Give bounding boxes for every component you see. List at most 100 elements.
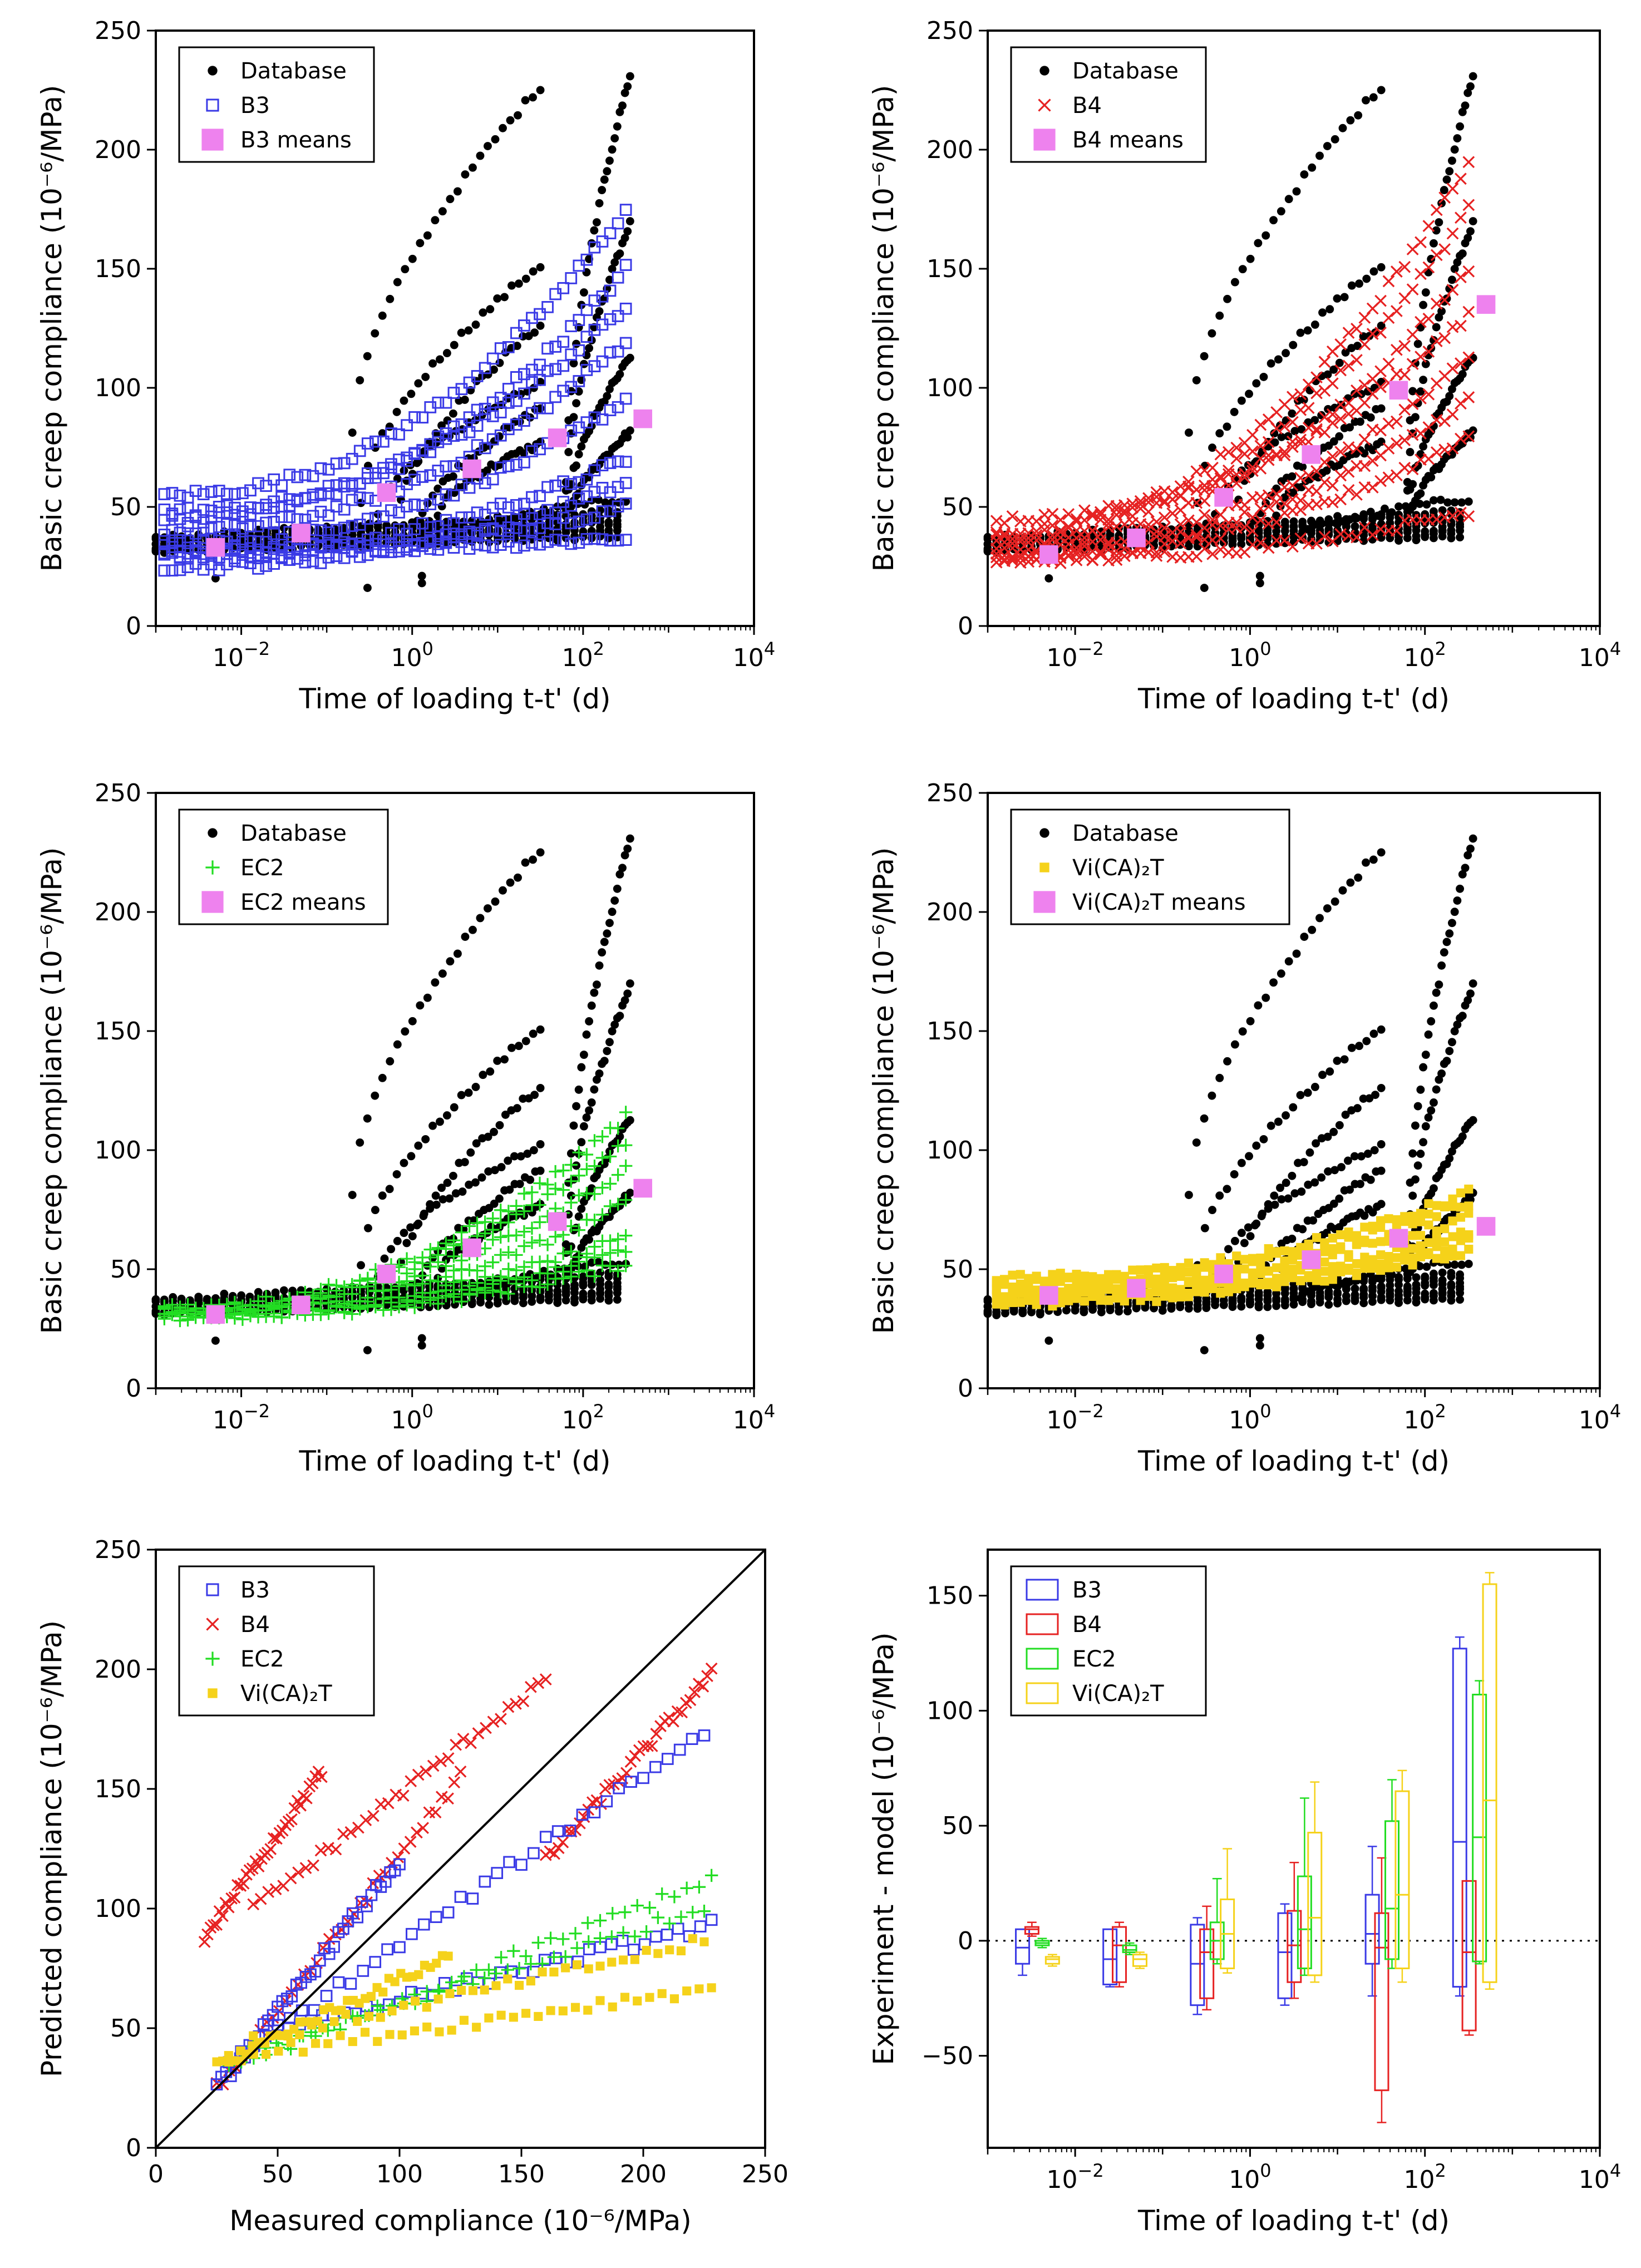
database-point [1280,517,1289,526]
database-point [450,1103,459,1112]
database-point [485,1300,494,1309]
database-point [521,96,530,105]
b3-point [291,553,304,565]
database-point [461,170,470,179]
database-point [211,1336,220,1345]
legend-label: EC2 means [240,890,366,915]
vica2t-point [1432,1242,1441,1251]
database-point [443,416,452,425]
x-axis-label: Time of loading t-t' (d) [298,683,610,715]
b3-point [377,462,390,474]
b3-point [573,344,585,357]
database-point [408,254,417,263]
database-point [1303,1088,1312,1097]
legend-label: B4 [1072,93,1102,119]
database-point [1333,512,1342,521]
database-point [1447,1038,1456,1047]
b3-point [557,336,570,348]
database-point [1288,409,1297,418]
b3-point [361,472,374,485]
database-point [623,433,632,442]
database-point [625,1189,634,1197]
b3-point [228,488,241,500]
vica2t-point [1384,1256,1393,1265]
database-point [608,145,617,154]
database-point [564,448,573,456]
database-point [1322,466,1331,475]
b3-point [424,534,437,546]
database-point [1331,519,1340,527]
b3-point [557,496,570,508]
legend-label: Database [240,58,347,84]
b3-point [338,503,351,516]
b3-point [502,521,515,534]
vica2t-point [1112,1270,1121,1279]
database-point [279,1286,288,1295]
b3-point [619,302,632,315]
vica2t-point [1248,1268,1258,1278]
vica2t-point [1064,1273,1073,1282]
vica2t-point [1264,1278,1273,1287]
vica2t-point [1248,1254,1258,1263]
database-point [431,978,440,987]
b3-point [596,235,609,248]
b3-point [338,551,351,564]
b3-point [158,548,171,561]
legend-marker [208,66,218,76]
b3-point [612,455,624,468]
database-point [569,1121,578,1130]
b3-point [330,479,343,491]
vica2t-point [1416,1209,1426,1218]
b3-point [494,342,507,354]
b3-point [596,533,609,546]
database-point [464,326,473,335]
b3-point [330,457,343,470]
vica2t-point [1112,1290,1121,1300]
vica2t-point [1272,1263,1282,1273]
b3-point [479,408,491,421]
b3-point [322,509,335,522]
database-point [407,389,416,398]
database-point [414,379,423,388]
database-point [392,407,401,416]
database-point [1297,1187,1306,1196]
database-point [1447,156,1456,165]
database-point [1329,365,1338,374]
database-point [529,855,537,864]
database-point [1223,294,1232,303]
legend-marker [1033,129,1056,151]
b3-point [612,271,624,284]
database-point [1354,111,1363,120]
vica2t-point [1216,1253,1225,1263]
database-point [1333,294,1342,303]
x-tick-label: 0 [148,2160,164,2188]
database-point [1377,404,1386,413]
b3-point [565,320,578,332]
database-point [486,305,495,314]
b3-point [471,420,484,432]
database-point [1436,495,1445,504]
database-point [590,226,599,235]
b3-point [565,348,578,361]
b3-point [260,560,272,572]
b3-point [220,558,233,571]
database-point [371,1206,380,1215]
database-point [1329,1127,1338,1136]
database-point [476,151,485,160]
vica2t-point [1232,1272,1241,1281]
database-point [423,993,432,1002]
database-point [1429,1289,1438,1298]
b3-point [612,217,624,230]
database-point [436,1117,444,1126]
b3-point [510,418,523,431]
y-tick-label: 150 [95,255,141,283]
b3-point [612,534,624,547]
b3-point [275,533,288,545]
database-point [1442,938,1451,946]
b3-point [330,550,343,563]
database-point [1450,264,1459,273]
database-point [605,919,614,928]
database-point [457,1091,466,1100]
database-point [446,195,455,204]
database-point [536,1166,545,1175]
